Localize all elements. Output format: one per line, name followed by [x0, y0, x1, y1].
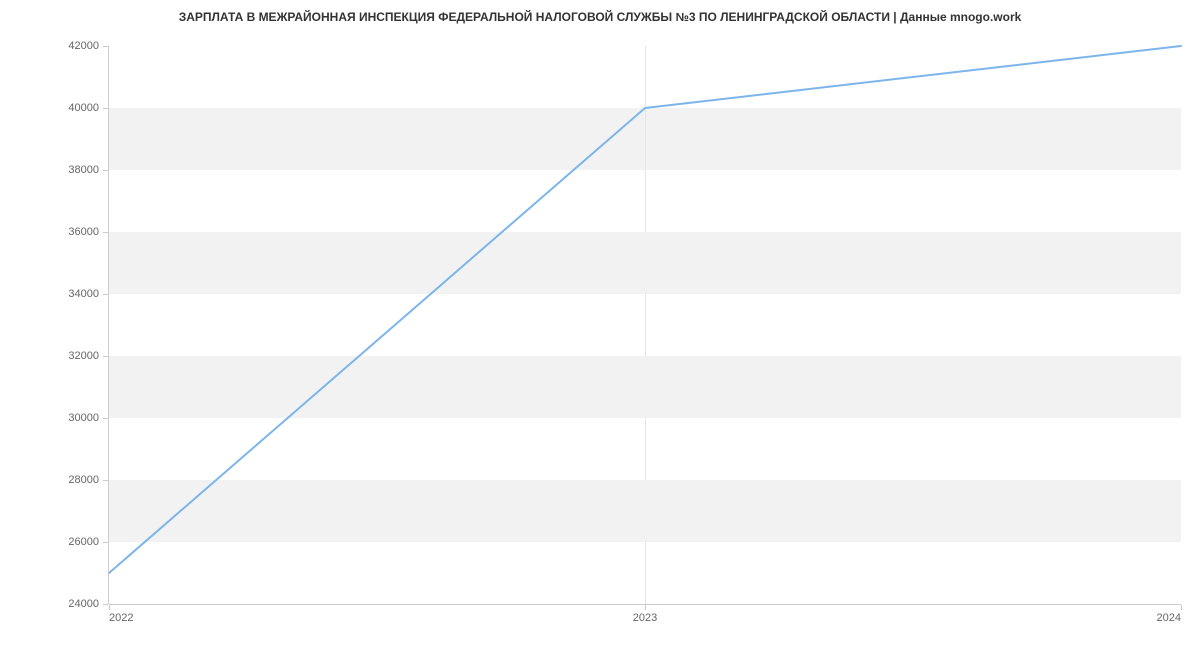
chart-title: ЗАРПЛАТА В МЕЖРАЙОННАЯ ИНСПЕКЦИЯ ФЕДЕРАЛ… — [0, 10, 1200, 24]
y-tick-label: 28000 — [49, 474, 99, 486]
y-tick-label: 42000 — [49, 40, 99, 52]
y-tick — [103, 356, 108, 357]
line-series — [109, 46, 1181, 604]
y-tick-label: 34000 — [49, 288, 99, 300]
y-tick-label: 38000 — [49, 164, 99, 176]
y-tick — [103, 542, 108, 543]
x-tick-label: 2024 — [1157, 612, 1181, 624]
y-tick — [103, 170, 108, 171]
y-tick — [103, 232, 108, 233]
y-tick-label: 32000 — [49, 350, 99, 362]
x-tick-label: 2022 — [109, 612, 133, 624]
y-tick — [103, 46, 108, 47]
x-tick-label: 2023 — [633, 612, 657, 624]
series-line — [109, 46, 1181, 573]
y-tick — [103, 294, 108, 295]
y-tick — [103, 480, 108, 481]
y-tick — [103, 604, 108, 605]
x-tick — [1181, 605, 1182, 610]
y-tick-label: 40000 — [49, 102, 99, 114]
y-tick — [103, 418, 108, 419]
x-tick — [645, 605, 646, 610]
y-tick-label: 36000 — [49, 226, 99, 238]
y-tick-label: 30000 — [49, 412, 99, 424]
y-axis — [108, 46, 109, 604]
y-tick — [103, 108, 108, 109]
chart-container: ЗАРПЛАТА В МЕЖРАЙОННАЯ ИНСПЕКЦИЯ ФЕДЕРАЛ… — [0, 0, 1200, 650]
x-tick — [109, 605, 110, 610]
y-tick-label: 24000 — [49, 598, 99, 610]
plot-area: 2400026000280003000032000340003600038000… — [109, 46, 1181, 604]
y-tick-label: 26000 — [49, 536, 99, 548]
